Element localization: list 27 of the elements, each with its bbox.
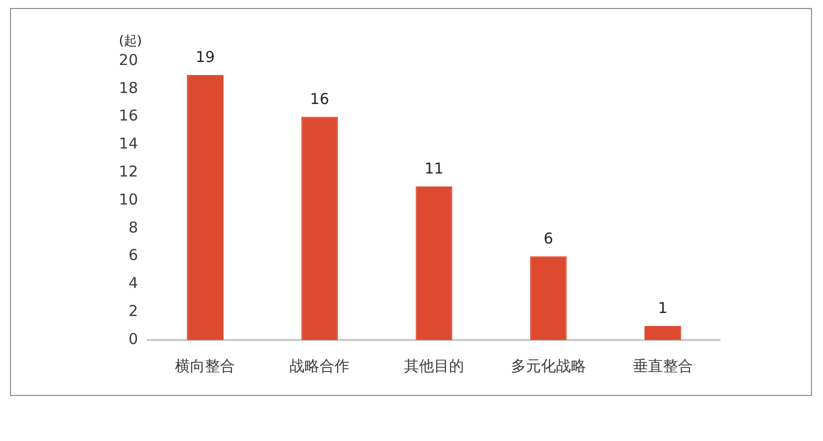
y-axis-title: (起) xyxy=(118,34,142,49)
data-label: 16 xyxy=(310,90,330,108)
x-tick-label: 横向整合 xyxy=(175,356,236,375)
bar xyxy=(644,326,682,340)
y-tick-label: 20 xyxy=(118,50,138,69)
y-tick-label: 12 xyxy=(118,162,138,180)
y-tick-label: 4 xyxy=(128,274,138,292)
data-label: 19 xyxy=(196,48,215,66)
bar xyxy=(301,116,338,340)
x-tick-label: 其他目的 xyxy=(404,356,464,375)
bar xyxy=(186,74,224,340)
x-tick-label: 垂直整合 xyxy=(632,356,693,375)
data-label: 1 xyxy=(658,299,668,318)
y-tick-label: 18 xyxy=(118,78,138,97)
data-label: 6 xyxy=(544,229,554,248)
x-tick-label: 战略合作 xyxy=(290,356,350,375)
y-tick-label: 6 xyxy=(128,246,138,264)
bar xyxy=(530,256,567,340)
y-tick-label: 2 xyxy=(128,302,138,320)
y-tick-label: 8 xyxy=(128,218,138,236)
data-label: 11 xyxy=(424,160,444,178)
y-tick-label: 14 xyxy=(118,134,138,153)
y-tick-label: 16 xyxy=(118,106,138,125)
y-tick-label: 10 xyxy=(118,190,138,208)
bar xyxy=(416,186,452,340)
y-tick-label: 0 xyxy=(128,330,138,348)
x-tick-label: 多元化战略 xyxy=(510,356,586,375)
